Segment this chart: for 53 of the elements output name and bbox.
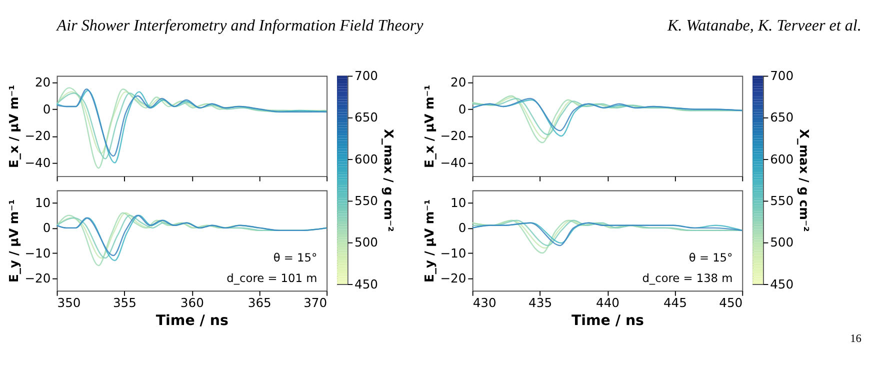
y-tick-label: 10: [34, 196, 51, 210]
color-bar-label: 600: [770, 152, 794, 166]
y-tick-label: −10: [440, 246, 466, 260]
x-tick-label: 445: [663, 296, 687, 310]
y-tick-label: 0: [458, 102, 466, 116]
color-bar-label: 500: [770, 236, 794, 250]
y-tick-label: 0: [458, 221, 466, 236]
y-axis-title: E_y / μV m⁻¹: [7, 199, 22, 283]
x-tick-label: 370: [304, 296, 328, 310]
x-tick-label: 450: [719, 296, 743, 310]
x-axis-title: Time / ns: [156, 313, 228, 330]
x-tick-label: 365: [248, 296, 272, 310]
color-bar-label: 700: [354, 69, 378, 84]
y-tick-label: 10: [450, 196, 466, 210]
annotation: d_core = 138 m: [642, 271, 733, 286]
annotation: θ = 15°: [688, 250, 733, 264]
x-tick-label: 430: [472, 296, 496, 310]
y-axis-title: E_y / μV m⁻¹: [422, 199, 437, 283]
color-bar-label: 450: [354, 277, 378, 292]
y-tick-label: 0: [42, 221, 51, 236]
y-tick-label: −20: [24, 271, 51, 286]
y-tick-label: 20: [450, 76, 466, 90]
x-tick-label: 350: [57, 296, 81, 310]
y-axis-title: E_x / μV m⁻¹: [422, 84, 437, 168]
x-axis-title: Time / ns: [571, 313, 644, 330]
x-tick-label: 360: [180, 296, 204, 310]
y-tick-label: −40: [440, 156, 466, 170]
color-bar-title: X_max / g cm⁻²: [797, 128, 812, 232]
x-tick-label: 355: [112, 296, 136, 310]
y-tick-label: −40: [24, 156, 51, 170]
text: Air Shower Interferometry and Information Field Theory: [56, 17, 424, 34]
y-tick-label: −10: [24, 246, 51, 260]
color-bar-label: 650: [354, 110, 378, 125]
x-tick-label: 435: [528, 296, 552, 310]
color-bar-label: 550: [770, 194, 794, 208]
annotation: d_core = 101 m: [226, 271, 318, 286]
text: 16: [850, 332, 862, 345]
y-tick-label: 0: [42, 102, 51, 116]
color-bar-label: 500: [354, 236, 378, 250]
color-bar-label: 650: [770, 110, 794, 125]
y-tick-label: −20: [440, 129, 466, 144]
text: K. Watanabe, K. Terveer et al.: [666, 17, 862, 34]
y-tick-label: −20: [24, 129, 51, 144]
y-tick-label: 20: [34, 76, 51, 90]
annotation: θ = 15°: [273, 250, 318, 264]
y-tick-label: −20: [440, 271, 466, 286]
y-axis-title: E_x / μV m⁻¹: [7, 84, 22, 168]
color-bar-label: 700: [770, 69, 794, 84]
color-bar-label: 600: [354, 152, 378, 166]
color-bar-title: X_max / g cm⁻²: [382, 128, 396, 232]
color-bar-label: 550: [354, 194, 378, 208]
x-tick-label: 440: [596, 296, 620, 310]
color-bar-label: 450: [770, 277, 794, 292]
